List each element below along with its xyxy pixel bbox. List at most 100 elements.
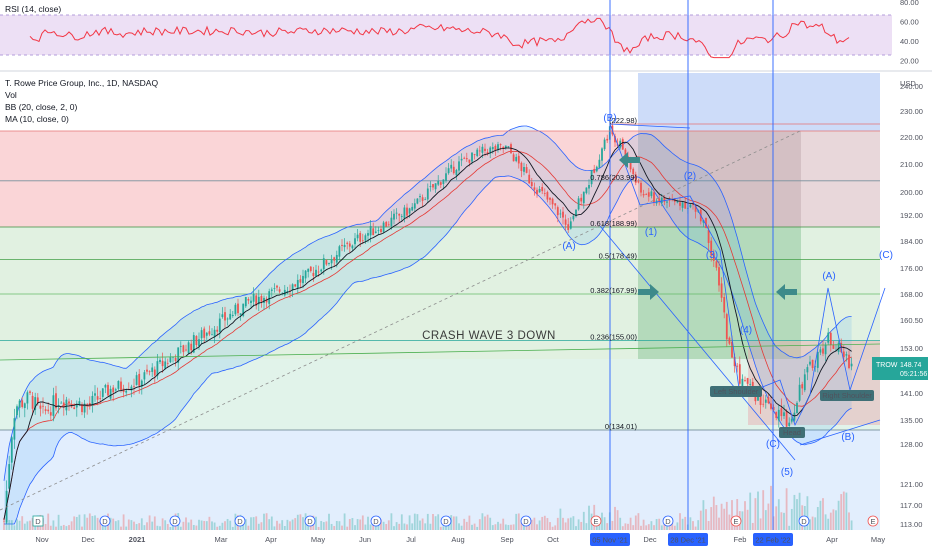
candle-body [125, 390, 128, 393]
candle-body [382, 222, 385, 232]
crash-annotation: CRASH WAVE 3 DOWN [422, 330, 556, 342]
candle-body [242, 303, 245, 316]
candle-body [21, 400, 24, 407]
volume-bar [634, 515, 637, 530]
candle-body [94, 393, 96, 396]
volume-bar [790, 508, 793, 530]
price-tick: 184.00 [900, 237, 923, 246]
candle-body [26, 392, 29, 404]
candle-body [595, 166, 598, 172]
candle-body [528, 174, 531, 184]
volume-bar [75, 516, 78, 530]
drawings [0, 0, 886, 530]
volume-bar [307, 523, 310, 530]
volume-bar [114, 521, 117, 530]
price-tag: TROW 148.74 05:21:56 [872, 357, 928, 380]
event-marker [440, 515, 452, 527]
candle-body [845, 354, 848, 356]
volume-bar [671, 521, 674, 530]
time-tick: Oct [547, 535, 560, 544]
candle-body [562, 211, 564, 218]
volume-bar [172, 525, 174, 530]
volume-bar [554, 525, 557, 530]
volume-bar [793, 494, 796, 530]
candle-body [348, 243, 351, 247]
moving-average [3, 141, 852, 520]
candle-body [151, 367, 154, 372]
time-axis[interactable]: Nov Dec 2021 Mar Apr May Jun Jul Aug Sep Oct Dec Feb… [35, 533, 885, 546]
volume-bar [302, 517, 304, 530]
volume-bar [361, 515, 364, 530]
volume-bar [242, 522, 245, 530]
volume-bar [705, 509, 707, 530]
candle-body [34, 397, 37, 410]
candle-body [229, 313, 232, 320]
candle-body [52, 395, 55, 416]
vol-label: Vol [5, 90, 17, 100]
price-tick: 240.00 [900, 82, 923, 91]
candle-body [749, 383, 752, 385]
volume-bar [333, 526, 336, 530]
candle-body [473, 154, 476, 156]
candle-body [848, 354, 850, 369]
candle-body [413, 203, 416, 209]
price-tick: 153.00 [900, 344, 923, 353]
volume-bar [460, 525, 463, 530]
candle-body [374, 231, 377, 233]
candle-body [192, 335, 195, 353]
candle-body [478, 150, 481, 152]
volume-bar [65, 526, 68, 530]
candle-body [120, 381, 122, 390]
candle-body [575, 209, 577, 217]
candle-body [380, 228, 382, 233]
time-tick: Jun [359, 535, 371, 544]
volume-bar [528, 525, 531, 530]
candle-body [75, 403, 78, 408]
candle-body [507, 146, 510, 147]
candle-body [497, 144, 499, 150]
candle-body [541, 186, 544, 192]
ma-line [3, 141, 852, 520]
candle-body [291, 284, 294, 291]
time-tick: Jul [406, 535, 416, 544]
candle-body [538, 188, 541, 193]
candle-body [559, 213, 562, 215]
candle-body [367, 233, 369, 236]
volume-bar [811, 516, 814, 530]
candle-body [252, 293, 255, 302]
volume-bar [585, 523, 588, 530]
candle-body [476, 149, 479, 157]
volume-bar [624, 523, 627, 530]
volume-bar [751, 522, 754, 530]
volume-bar [99, 520, 102, 530]
volume-bar [450, 515, 453, 530]
candle-body [299, 279, 302, 283]
volume-bar [346, 526, 349, 530]
candle-body [502, 147, 505, 149]
volume-bar [632, 525, 635, 530]
volume-bar [148, 515, 151, 530]
volume-bar [109, 517, 112, 530]
volume-bar [530, 519, 533, 530]
candle-body [265, 298, 268, 303]
candle-body [723, 297, 726, 313]
rsi-line [29, 17, 850, 59]
candle-body [109, 388, 112, 399]
candle-body [83, 403, 86, 413]
time-tick: Dec [81, 535, 95, 544]
candle-body [564, 219, 567, 225]
volume-bar [478, 519, 481, 530]
volume-bar [112, 518, 115, 530]
candle-body [29, 391, 31, 393]
volume-bar [104, 524, 107, 530]
highlighted-date-box [753, 533, 793, 546]
volume-bar [120, 526, 122, 530]
candle-body [523, 167, 525, 172]
price-tag-symbol: TROW [876, 362, 898, 369]
price-axis[interactable]: 240.00 230.00 220.00 210.00 200.00 192.00 184.… [900, 0, 923, 529]
volume-bar [476, 526, 479, 530]
candle-body [432, 184, 434, 188]
volume-bar [278, 523, 281, 530]
candle-body [783, 412, 785, 417]
